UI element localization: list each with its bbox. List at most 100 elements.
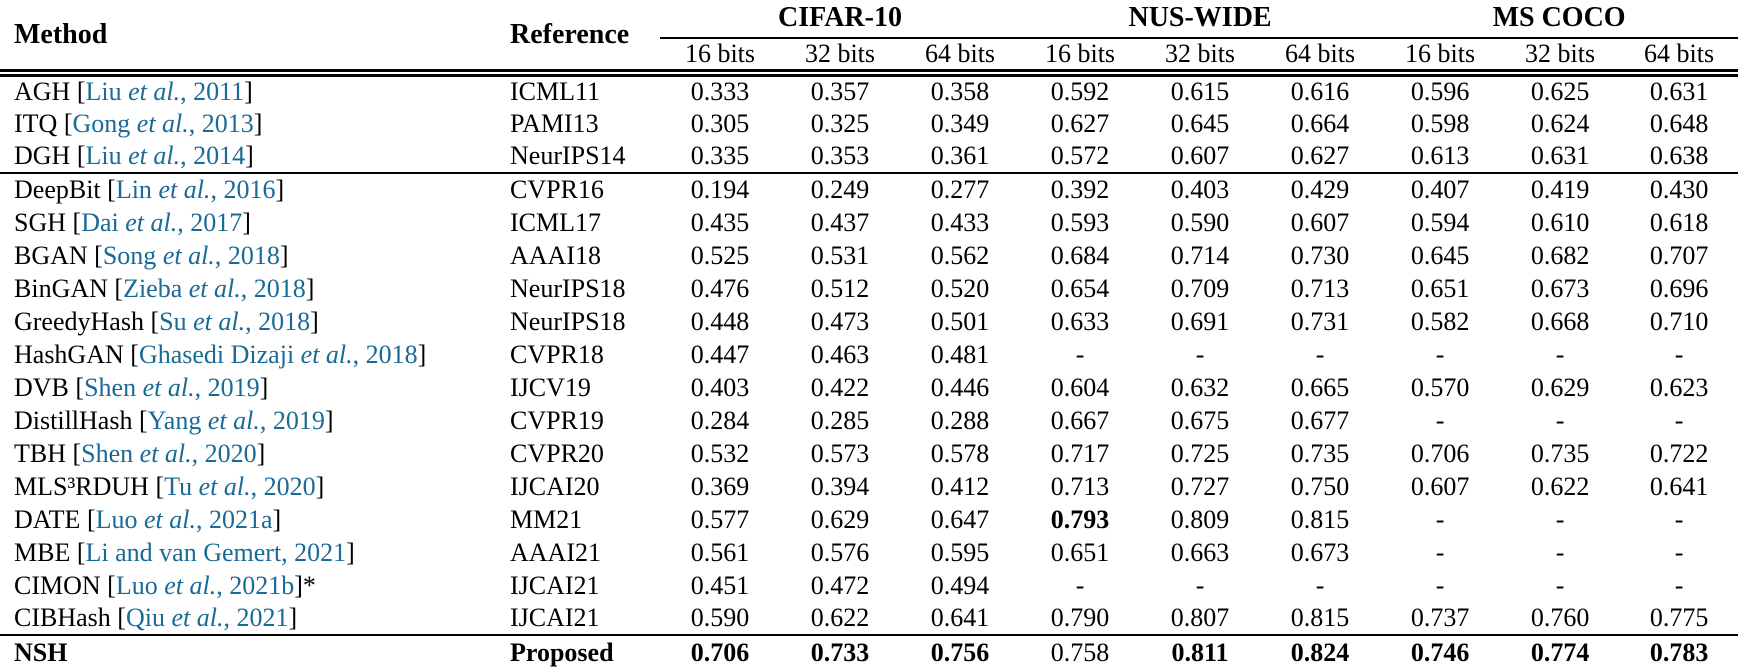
value-cell: 0.623: [1649, 372, 1709, 402]
value-cell: 0.815: [1290, 603, 1350, 632]
value-cell: -: [1435, 504, 1445, 534]
citation-link[interactable]: Shen et al., 2019: [84, 372, 260, 402]
value-cell: -: [1435, 570, 1445, 600]
value-cell: 0.706: [660, 634, 780, 669]
method-name: CIBHash: [14, 603, 111, 632]
citation-link[interactable]: Su et al., 2018: [159, 306, 311, 336]
value-cell: 0.473: [810, 306, 870, 336]
value-cell: 0.604: [1050, 372, 1110, 402]
value-cell: 0.284: [690, 405, 750, 435]
value-cell: 0.494: [930, 570, 990, 600]
citation-link[interactable]: Luo et al., 2021b: [115, 570, 295, 600]
value-cell: 0.277: [900, 172, 1021, 206]
value-cell: 0.709: [1170, 273, 1230, 303]
value-cell: 0.607: [1170, 141, 1230, 170]
value-cell: 0.335: [690, 141, 750, 170]
table-row: SGH [Dai et al., 2017] ICML17 0.435 0.437 0.…: [0, 206, 1738, 239]
citation-link[interactable]: Shen et al., 2020: [81, 438, 257, 468]
value-cell: 0.735: [1290, 438, 1350, 468]
value-cell: 0.573: [810, 438, 870, 468]
value-cell: 0.645: [1170, 108, 1230, 138]
citation-link[interactable]: Liu et al., 2014: [85, 141, 246, 170]
value-cell: -: [1195, 570, 1205, 600]
method-name: BinGAN: [14, 273, 108, 303]
value-cell: 0.561: [690, 537, 750, 567]
value-cell: 0.288: [930, 405, 990, 435]
value-cell: 0.758: [1020, 634, 1141, 669]
value-cell: 0.730: [1290, 240, 1350, 270]
value-cell: 0.627: [1050, 108, 1110, 138]
value-cell: -: [1674, 537, 1684, 567]
method-suffix: *: [302, 570, 316, 600]
value-cell: 0.353: [810, 141, 870, 170]
method-cell: MBE [Li and van Gemert, 2021]: [14, 537, 355, 567]
method-name: SGH: [14, 207, 67, 237]
reference-cell: PAMI13: [510, 108, 599, 138]
value-cell: 0.349: [930, 108, 990, 138]
reference-cell: ICML11: [510, 77, 601, 106]
value-cell: 0.448: [690, 306, 750, 336]
citation-link[interactable]: Song et al., 2018: [102, 240, 280, 270]
value-cell: 0.663: [1170, 537, 1230, 567]
table-row: BinGAN [Zieba et al., 2018] NeurIPS18 0.47…: [0, 272, 1738, 305]
value-cell: 0.631: [1649, 77, 1709, 106]
citation-link[interactable]: Ghasedi Dizaji et al., 2018: [138, 339, 418, 369]
value-cell: 0.430: [1620, 172, 1738, 206]
reference-cell: IJCAI20: [510, 471, 600, 501]
value-cell: 0.629: [1530, 372, 1590, 402]
table-row: BGAN [Song et al., 2018] AAAI18 0.525 0.531…: [0, 239, 1738, 272]
row-group-1: DeepBit [Lin et al., 2016] CVPR16 0.194 0.2…: [0, 172, 1738, 635]
value-cell: 0.756: [900, 634, 1021, 669]
table-row: DistillHash [Yang et al., 2019] CVPR19 0.2…: [0, 404, 1738, 437]
value-cell: 0.481: [930, 339, 990, 369]
reference-cell: CVPR19: [510, 405, 604, 435]
citation-link[interactable]: Luo et al., 2021a: [95, 504, 273, 534]
value-cell: 0.369: [690, 471, 750, 501]
bits-header-cifar10-16: 16 bits: [660, 38, 780, 77]
method-name: DistillHash: [14, 405, 133, 435]
value-cell: 0.774: [1500, 634, 1621, 669]
value-cell: 0.447: [690, 339, 750, 369]
method-name: GreedyHash: [14, 306, 144, 336]
value-cell: 0.358: [930, 77, 990, 106]
value-cell: 0.501: [930, 306, 990, 336]
value-cell: 0.594: [1410, 207, 1470, 237]
value-cell: 0.647: [930, 504, 990, 534]
value-cell: 0.361: [930, 141, 990, 170]
citation-link[interactable]: Qiu et al., 2021: [125, 603, 289, 632]
reference-cell: AAAI21: [510, 537, 601, 567]
value-cell: 0.403: [1140, 172, 1261, 206]
reference-cell: IJCV19: [510, 372, 591, 402]
value-cell: 0.598: [1410, 108, 1470, 138]
value-cell: 0.713: [1290, 273, 1350, 303]
method-name: DVB: [14, 372, 69, 402]
bits-header-mscoco-32: 32 bits: [1500, 38, 1621, 77]
citation-link[interactable]: Li and van Gemert, 2021: [85, 537, 347, 567]
value-cell: -: [1674, 570, 1684, 600]
value-cell: 0.512: [810, 273, 870, 303]
citation-link[interactable]: Lin et al., 2016: [115, 175, 276, 204]
citation-link[interactable]: Zieba et al., 2018: [123, 273, 306, 303]
value-cell: 0.632: [1170, 372, 1230, 402]
method-cell: ITQ [Gong et al., 2013]: [14, 108, 263, 138]
citation-link[interactable]: Yang et al., 2019: [147, 405, 325, 435]
value-cell: 0.735: [1530, 438, 1590, 468]
value-cell: 0.717: [1050, 438, 1110, 468]
citation-link[interactable]: Tu et al., 2020: [164, 471, 316, 501]
value-cell: 0.590: [1170, 207, 1230, 237]
value-cell: 0.722: [1649, 438, 1709, 468]
value-cell: 0.392: [1020, 172, 1141, 206]
method-cell: SGH [Dai et al., 2017]: [14, 207, 251, 237]
value-cell: -: [1674, 339, 1684, 369]
citation-link[interactable]: Liu et al., 2011: [85, 77, 245, 106]
value-cell: 0.532: [690, 438, 750, 468]
value-cell: 0.731: [1290, 306, 1350, 336]
value-cell: 0.624: [1530, 108, 1590, 138]
table-row: AGH [Liu et al., 2011] ICML11 0.333 0.357 0.…: [0, 73, 1738, 107]
citation-link[interactable]: Gong et al., 2013: [72, 108, 254, 138]
value-cell: 0.613: [1410, 141, 1470, 170]
value-cell: 0.615: [1170, 77, 1230, 106]
value-cell: 0.582: [1410, 306, 1470, 336]
value-cell: -: [1674, 504, 1684, 534]
citation-link[interactable]: Dai et al., 2017: [81, 207, 243, 237]
